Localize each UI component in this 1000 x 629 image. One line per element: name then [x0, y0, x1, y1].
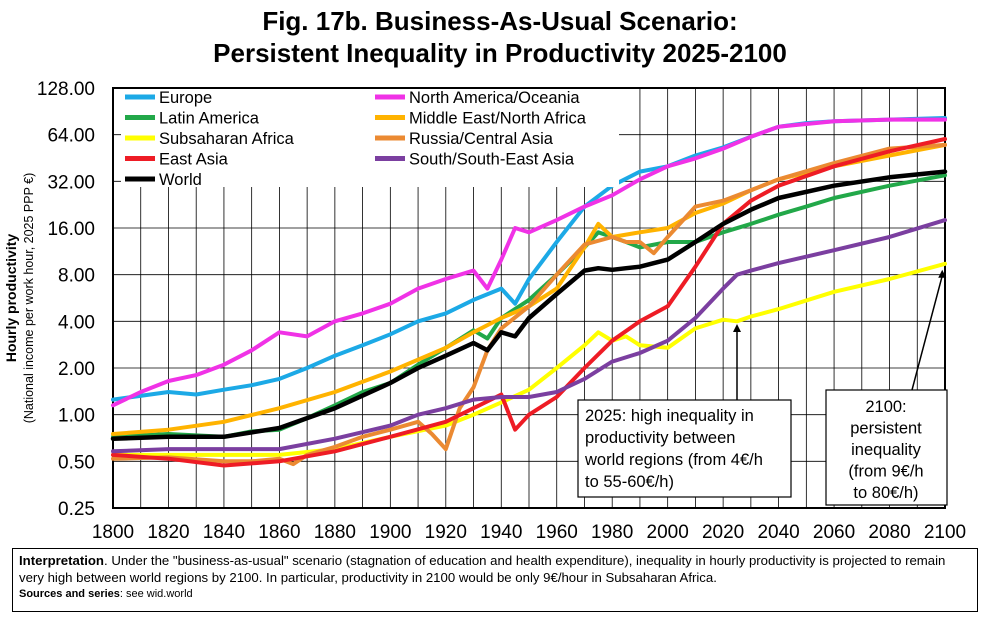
- x-tick-label: 2100: [924, 522, 966, 543]
- y-tick-label: 4.00: [58, 312, 95, 333]
- x-tick-label: 2000: [647, 522, 689, 543]
- x-tick-label: 1880: [314, 522, 356, 543]
- annotation-text-2100: (from 9€/h: [848, 463, 923, 481]
- legend-label: North America/Oceania: [409, 89, 580, 107]
- y-tick-label: 128.00: [37, 79, 95, 100]
- chart-title-line-2: Persistent Inequality in Productivity 20…: [213, 38, 787, 68]
- productivity-chart: 1800 1820 1840 1860 1880 1900 1920 1940 1960 1980…: [3, 79, 966, 543]
- legend-label: World: [159, 171, 202, 189]
- x-tick-label: 1840: [203, 522, 245, 543]
- x-tick-label: 2080: [868, 522, 910, 543]
- annotation-arrowhead-2025: [733, 324, 741, 333]
- annotation-box-2100: [825, 389, 948, 506]
- annotation-text-2100: to 80€/h): [853, 484, 918, 502]
- y-axis-title: Hourly productivity: [3, 234, 19, 363]
- legend-label: Latin America: [159, 110, 260, 128]
- series-line-north-america-oceania: [111, 117, 947, 408]
- series-line-south-south-east-asia: [111, 218, 947, 454]
- legend-label: Russia/Central Asia: [409, 130, 554, 148]
- legend-label: Middle East/North Africa: [409, 110, 587, 128]
- annotation-arrowhead-2100: [938, 269, 947, 278]
- plot-frame: [112, 87, 946, 509]
- sources-label: Sources and series: [19, 588, 120, 600]
- series-line-world: [110, 169, 948, 441]
- y-tick-label: 0.25: [58, 499, 95, 520]
- interpretation-body: . Under the "business-as-usual" scenario…: [19, 553, 946, 585]
- legend-label: South/South-East Asia: [409, 151, 575, 169]
- legend-box: [121, 89, 619, 187]
- y-tick-label: 16.00: [47, 219, 95, 240]
- series-line-subsaharan-africa: [111, 261, 947, 457]
- interpretation-label: Interpretation: [19, 553, 104, 568]
- interpretation-box: Interpretation. Under the "business-as-u…: [12, 548, 978, 612]
- x-tick-label: 2040: [757, 522, 799, 543]
- x-tick-label: 1800: [92, 522, 134, 543]
- x-tick-label: 1920: [425, 522, 467, 543]
- legend-label: Subsaharan Africa: [159, 130, 295, 148]
- annotation-text-2025: to 55-60€/h): [585, 473, 674, 491]
- annotation-box-2025: [577, 399, 792, 498]
- sources-text: : see wid.world: [119, 588, 193, 600]
- x-tick-label: 2060: [813, 522, 855, 543]
- legend-label: East Asia: [159, 151, 229, 169]
- interpretation-text: Interpretation. Under the "business-as-u…: [19, 552, 971, 586]
- chart-title-line-1: Fig. 17b. Business-As-Usual Scenario:: [262, 6, 738, 36]
- x-tick-label: 1860: [258, 522, 300, 543]
- y-tick-label: 64.00: [47, 126, 95, 147]
- annotation-text-2100: inequality: [851, 441, 921, 459]
- y-tick-label: 1.00: [58, 406, 95, 427]
- x-tick-label: 2020: [702, 522, 744, 543]
- x-tick-label: 1820: [147, 522, 189, 543]
- y-axis-subtitle: (National income per work hour, 2025 PPP…: [22, 173, 36, 424]
- annotation-arrow-2100: [911, 275, 943, 391]
- annotation-text-2025: world regions (from 4€/h: [584, 451, 763, 469]
- annotation-text-2025: productivity between: [585, 429, 735, 447]
- series-line-east-asia: [111, 137, 947, 468]
- x-tick-label: 1900: [369, 522, 411, 543]
- sources-line: Sources and series: see wid.world: [19, 586, 971, 603]
- legend-label: Europe: [159, 89, 212, 107]
- annotation-text-2100: persistent: [850, 420, 922, 438]
- y-tick-label: 32.00: [47, 172, 95, 193]
- y-tick-label: 2.00: [58, 359, 95, 380]
- x-tick-label: 1940: [480, 522, 522, 543]
- y-tick-label: 8.00: [58, 266, 95, 287]
- x-tick-label: 1980: [591, 522, 633, 543]
- x-tick-label: 1960: [536, 522, 578, 543]
- annotation-text-2100: 2100:: [865, 398, 906, 416]
- annotation-text-2025: 2025: high inequality in: [585, 407, 754, 425]
- y-tick-label: 0.50: [58, 452, 95, 473]
